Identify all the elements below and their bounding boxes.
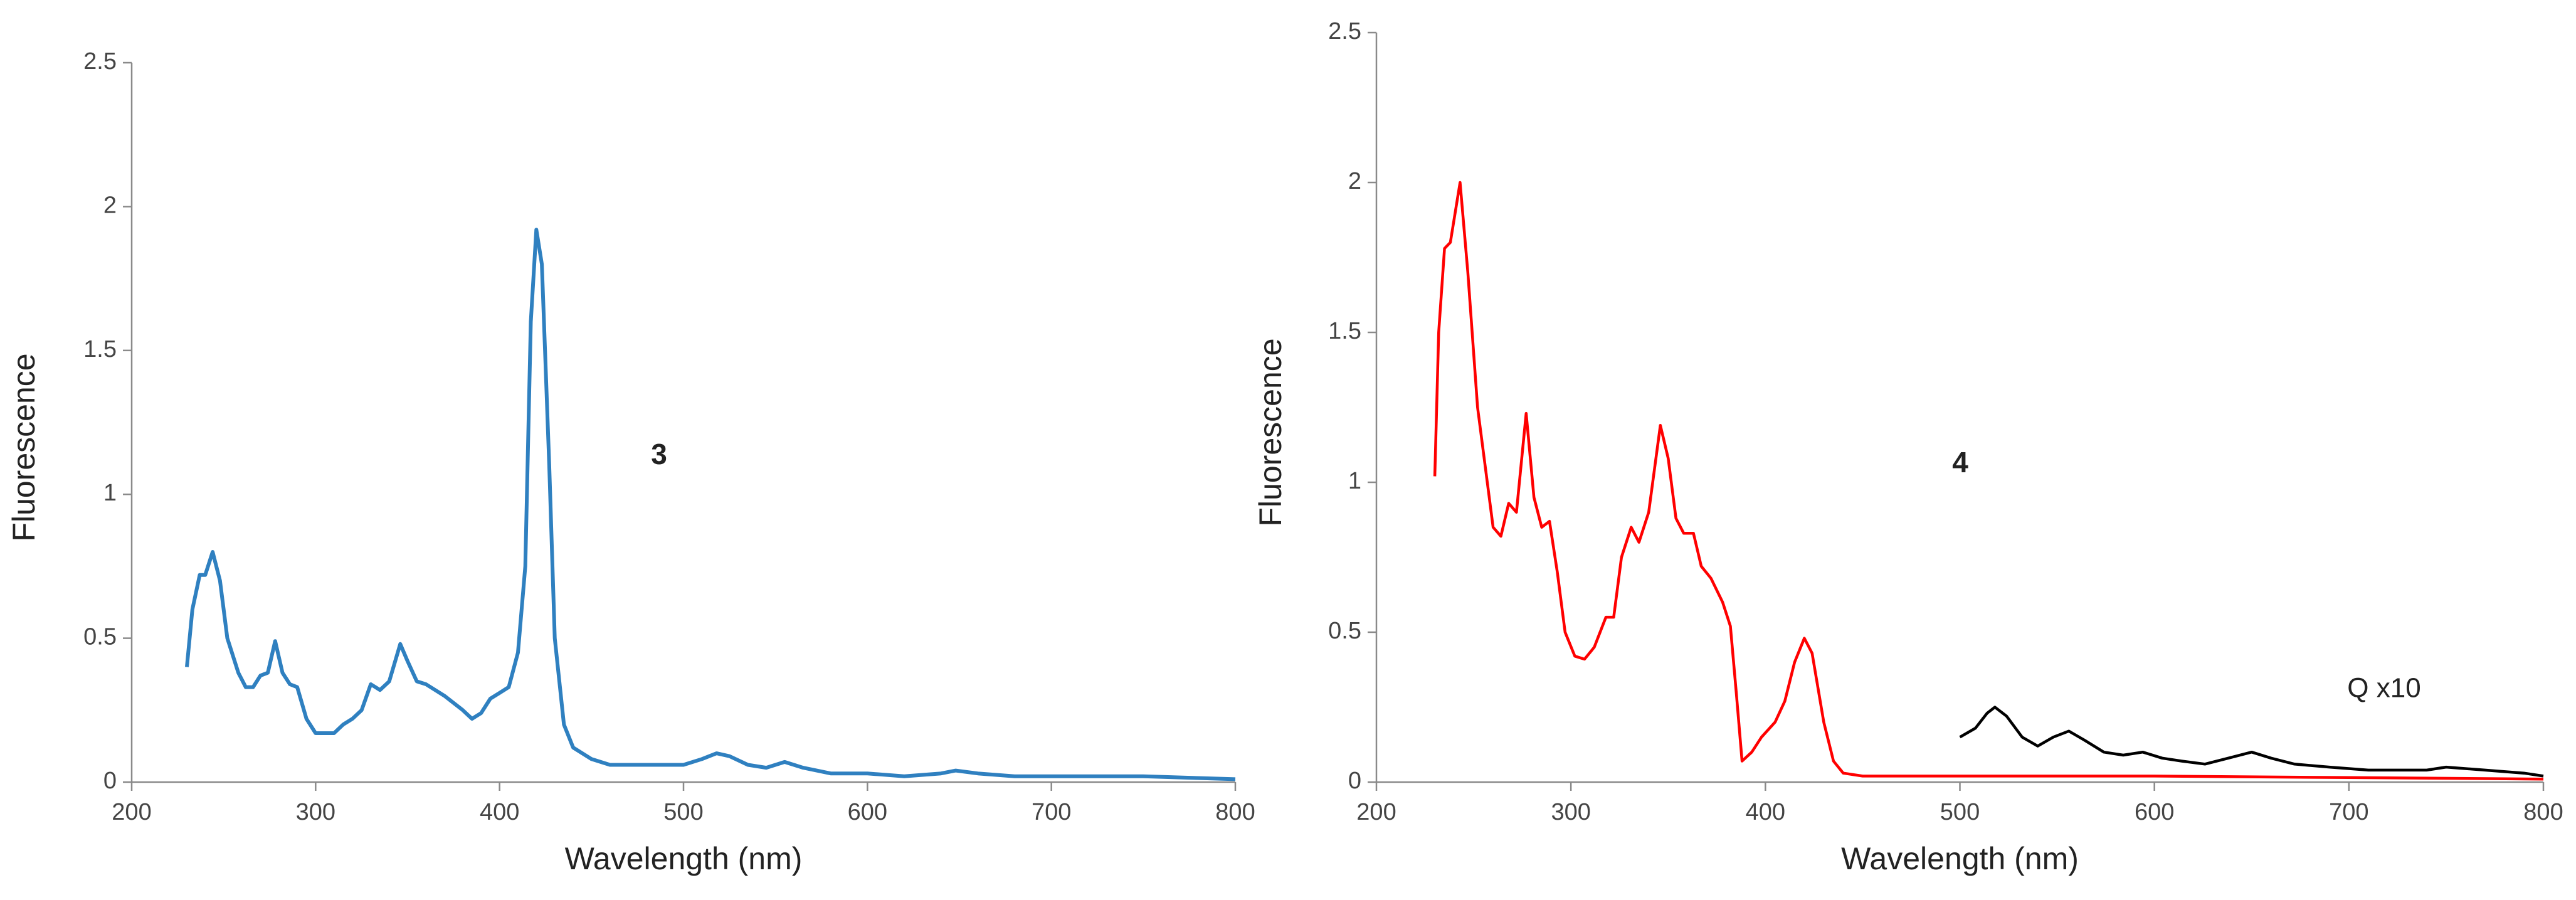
y-tick-label: 0 [103, 768, 117, 794]
y-tick-label: 2.5 [83, 48, 117, 75]
y-tick-label: 1.5 [83, 336, 117, 363]
x-tick-label: 800 [2523, 799, 2563, 825]
annotation: 4 [1952, 446, 1968, 479]
x-tick-label: 300 [296, 799, 335, 825]
series-line [185, 228, 1236, 781]
series-line [1433, 181, 2544, 781]
y-tick-label: 1.5 [1328, 318, 1361, 344]
x-axis-title: Wavelength (nm) [565, 841, 803, 876]
y-tick-label: 0.5 [83, 624, 117, 650]
x-tick-label: 700 [1032, 799, 1071, 825]
y-axis-title: Fluorescence [6, 353, 41, 541]
y-tick-label: 1 [103, 480, 117, 506]
y-axis-title: Fluorescence [1253, 338, 1288, 526]
x-tick-label: 500 [663, 799, 703, 825]
x-tick-label: 200 [112, 799, 151, 825]
y-tick-label: 2 [103, 192, 117, 218]
series-line [1959, 706, 2544, 778]
x-tick-label: 500 [1940, 799, 1980, 825]
y-tick-label: 1 [1348, 468, 1361, 494]
x-tick-label: 600 [2135, 799, 2174, 825]
annotation: 3 [651, 438, 667, 470]
y-tick-label: 2.5 [1328, 18, 1361, 45]
y-tick-label: 0.5 [1328, 618, 1361, 644]
x-tick-label: 700 [2329, 799, 2368, 825]
x-axis-title: Wavelength (nm) [1841, 841, 2079, 876]
x-tick-label: 400 [1746, 799, 1785, 825]
annotation: Q x10 [2347, 673, 2420, 704]
x-tick-label: 800 [1215, 799, 1255, 825]
x-tick-label: 400 [480, 799, 519, 825]
y-tick-label: 0 [1348, 768, 1361, 794]
x-tick-label: 200 [1356, 799, 1396, 825]
y-tick-label: 2 [1348, 168, 1361, 194]
x-tick-label: 600 [848, 799, 887, 825]
x-tick-label: 300 [1551, 799, 1590, 825]
